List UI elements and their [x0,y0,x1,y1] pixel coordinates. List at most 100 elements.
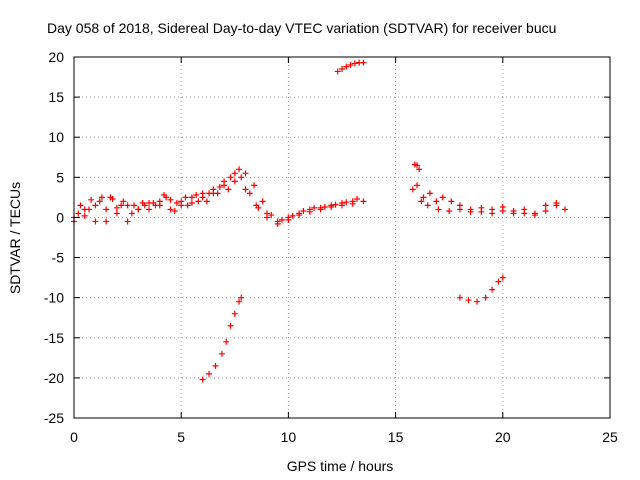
data-point [456,206,463,213]
data-point [184,202,191,209]
data-point [510,210,517,217]
data-point [167,206,174,213]
y-tick-label: 15 [48,89,64,105]
y-tick-label: -10 [44,290,64,306]
data-point [409,186,416,193]
x-tick-label: 10 [281,429,297,445]
x-axis-ticks: 0 5 10 15 20 25 [70,57,618,445]
data-point [86,206,93,213]
data-point [285,216,292,223]
data-point [495,278,502,285]
data-point [242,170,249,177]
data-point [231,178,238,185]
data-point [499,274,506,281]
data-point [75,210,82,217]
data-point [339,202,345,209]
data-point [278,216,285,223]
data-point [124,218,131,225]
data-point [306,208,313,215]
data-point [351,60,358,67]
data-point [435,206,442,213]
y-tick-label: 5 [56,169,64,185]
series-descent-seg [199,294,245,383]
y-tick-label: -20 [44,370,64,386]
data-point [274,220,281,227]
data-point [317,206,324,213]
data-point [414,162,421,169]
data-point [128,210,135,217]
data-point [542,202,549,209]
x-tick-label: 15 [388,429,404,445]
data-point [542,208,549,215]
data-point [489,286,496,293]
x-tick-label: 5 [177,429,185,445]
data-point [553,200,560,207]
data-point [334,68,341,75]
data-point [416,166,423,173]
x-tick-label: 0 [70,429,78,445]
data-point [246,190,253,197]
data-point [347,62,354,69]
chart-title: Day 058 of 2018, Sidereal Day-to-day VTE… [47,20,556,36]
data-point [107,194,114,201]
data-point [360,59,367,66]
data-point [231,170,238,177]
data-point [439,194,446,201]
data-point [173,200,180,207]
series-band-4 [75,186,232,217]
series-band-1 [71,170,367,225]
data-point [354,195,361,202]
data-point [238,174,245,181]
data-point [96,198,103,205]
data-point [227,174,234,181]
data-point [328,204,335,211]
data-point [92,218,99,225]
data-point [113,210,120,217]
data-point [242,186,249,193]
data-point [199,376,206,383]
data-point [167,196,174,203]
data-point [231,310,238,317]
data-point [259,198,266,205]
data-point [182,194,189,201]
series-high-seg [334,59,367,75]
data-point [223,338,230,345]
y-axis-ticks: -25 -20 -15 -10 -5 0 5 10 15 20 [44,49,610,426]
data-point [531,212,538,219]
data-point [81,212,88,219]
data-point [426,190,433,197]
data-point [251,182,258,189]
data-point [499,208,506,215]
data-point [193,191,200,198]
data-point [482,294,489,301]
y-tick-label: -5 [52,250,65,266]
data-point [268,212,275,219]
data-point [289,212,296,219]
data-point [225,186,232,193]
data-point [113,204,120,211]
data-point [178,202,185,209]
data-point [238,294,245,301]
data-point [139,200,146,207]
data-point [343,63,350,70]
data-point [300,208,307,215]
data-point [236,298,243,305]
data-point [135,206,142,213]
data-point [343,199,350,206]
data-point [456,294,463,301]
series-late-seg-1 [411,161,423,173]
data-point [188,194,195,201]
data-point [433,198,440,205]
data-point [420,194,427,201]
data-point [332,201,339,208]
y-tick-label: -25 [44,410,64,426]
data-point [474,298,481,305]
data-point [418,198,425,205]
data-point [103,206,110,213]
data-point [465,297,472,304]
x-axis-label: GPS time / hours [287,458,394,474]
data-point [120,198,127,205]
data-point [131,202,138,209]
data-point [521,210,528,217]
